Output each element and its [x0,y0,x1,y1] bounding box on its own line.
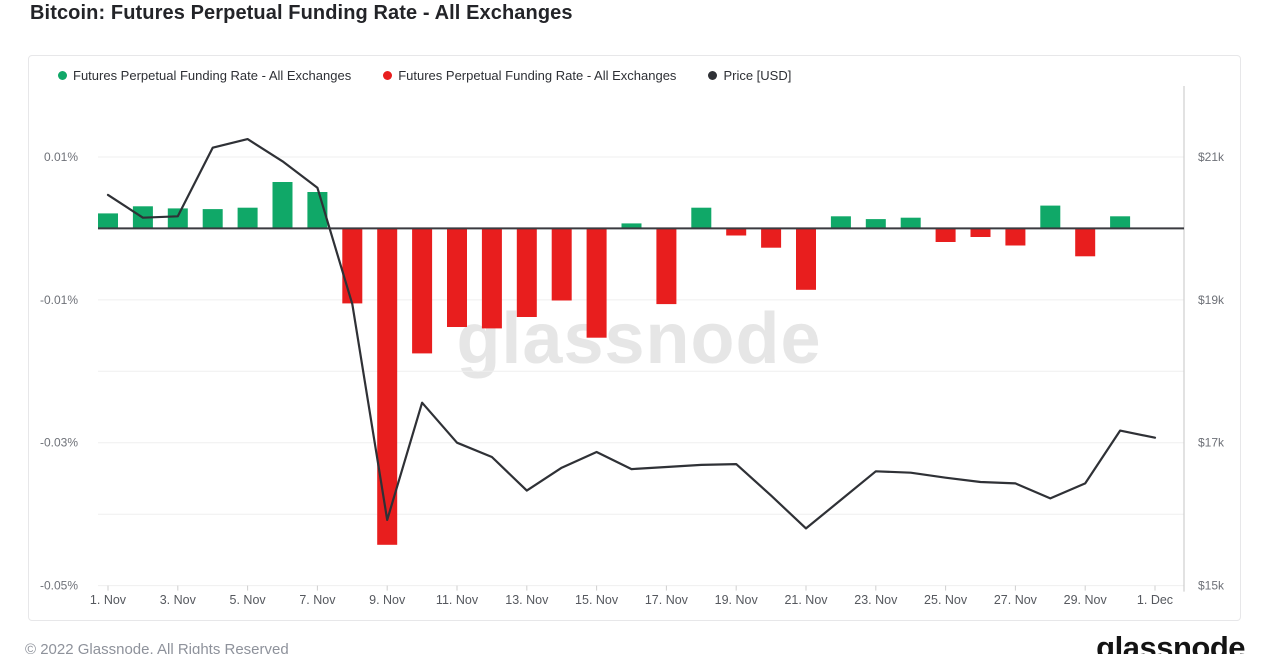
x-axis-label: 25. Nov [924,593,968,607]
funding-bar[interactable] [516,228,537,317]
funding-bar[interactable] [935,228,956,242]
x-axis-label: 11. Nov [436,593,479,607]
funding-bar[interactable] [447,228,467,327]
y-axis-right-label: $17k [1198,436,1225,450]
x-axis-label: 15. Nov [575,593,619,607]
funding-bar[interactable] [900,217,921,229]
funding-bar[interactable] [1040,205,1061,229]
funding-bar[interactable] [586,228,607,338]
x-axis-label: 1. Nov [90,593,127,607]
legend-item-label: Futures Perpetual Funding Rate - All Exc… [398,68,677,83]
series-dot-icon [383,71,393,80]
funding-bar[interactable] [796,228,816,290]
x-axis-label: 23. Nov [854,593,898,607]
funding-bar[interactable] [865,219,886,229]
funding-bar[interactable] [970,228,991,237]
funding-bar[interactable] [481,228,502,329]
x-axis-label: 27. Nov [994,593,1038,607]
glassnode-logo: glassnode [1096,630,1245,654]
funding-bar[interactable] [412,228,433,354]
chart-card: glassnode 0.01% -0.01% -0.03% -0.05% $21k $19… [28,55,1241,621]
funding-bar[interactable] [656,228,677,305]
funding-bar[interactable] [237,207,258,229]
funding-bar[interactable] [761,228,782,248]
x-axis-label: 13. Nov [505,593,549,607]
funding-bar[interactable] [621,223,642,229]
funding-bar[interactable] [691,207,712,229]
series-dot-icon [708,71,718,80]
funding-bar[interactable] [202,209,223,229]
footer-copyright: © 2022 Glassnode. All Rights Reserved [25,641,289,654]
funding-rate-chart[interactable]: 0.01% -0.01% -0.03% -0.05% $21k $19k $17k $15k 1… [29,56,1240,620]
legend-item-label: Futures Perpetual Funding Rate - All Exc… [73,68,352,83]
x-axis-label: 7. Nov [299,593,336,607]
funding-bar[interactable] [1110,216,1131,229]
funding-bar[interactable] [272,182,293,229]
funding-bar[interactable] [377,228,398,545]
y-axis-left-label: -0.03% [40,436,78,450]
page-title: Bitcoin: Futures Perpetual Funding Rate … [30,2,573,24]
legend: Futures Perpetual Funding Rate - All Exc… [29,68,1240,83]
funding-bar[interactable] [551,228,572,301]
y-axis-right-label: $15k [1198,579,1225,593]
x-axis-label: 9. Nov [369,593,406,607]
funding-bar[interactable] [98,213,118,229]
x-axis-label: 1. Dec [1137,593,1173,607]
y-axis-right-label: $19k [1198,293,1225,307]
x-axis-label: 21. Nov [784,593,828,607]
series-dot-icon [58,71,67,80]
funding-bar[interactable] [726,228,747,236]
funding-bar[interactable] [830,216,851,229]
legend-item-price[interactable]: Price [USD] [708,68,791,83]
x-axis-label: 29. Nov [1064,593,1108,607]
legend-item-funding-positive[interactable]: Futures Perpetual Funding Rate - All Exc… [58,68,351,83]
funding-bar[interactable] [342,228,363,304]
legend-item-funding-negative[interactable]: Futures Perpetual Funding Rate - All Exc… [383,68,676,83]
y-axis-left-label: -0.05% [40,579,78,593]
price-line[interactable] [106,137,1157,530]
funding-bar[interactable] [1005,228,1026,246]
x-axis-label: 3. Nov [160,593,197,607]
funding-bar[interactable] [167,208,188,229]
y-axis-right-label: $21k [1198,150,1225,164]
funding-bar[interactable] [1075,228,1096,257]
x-axis-label: 19. Nov [715,593,759,607]
legend-item-label: Price [USD] [723,68,792,83]
x-axis-label: 17. Nov [645,593,689,607]
x-axis-label: 5. Nov [230,593,267,607]
y-axis-left-label: 0.01% [44,150,78,164]
y-axis-left-label: -0.01% [40,293,78,307]
